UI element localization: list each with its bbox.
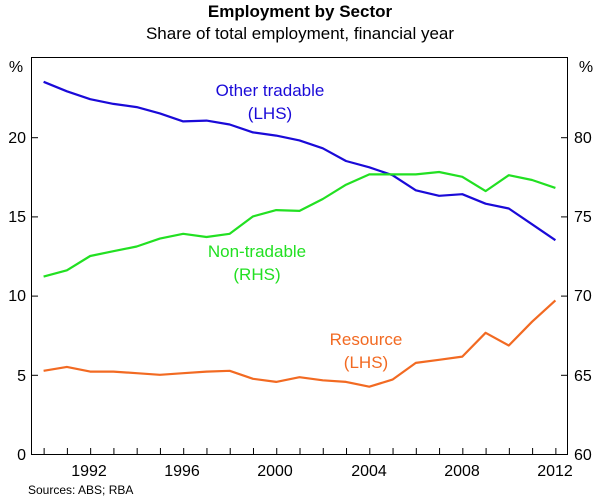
x-tick-label-1996: 1996 xyxy=(164,463,200,480)
chart-source: Sources: ABS; RBA xyxy=(28,483,134,497)
series-label-resource: Resource xyxy=(330,330,403,349)
left-tick-label-10: 10 xyxy=(8,288,26,305)
x-tick-label-2004: 2004 xyxy=(351,463,387,480)
series-line-resource xyxy=(43,299,557,388)
series-line-other-tradable xyxy=(43,80,557,242)
right-tick-label-70: 70 xyxy=(574,288,592,305)
left-tick-label-15: 15 xyxy=(8,209,26,226)
series-line-non-tradable xyxy=(43,170,556,278)
right-tick-label-80: 80 xyxy=(574,130,592,147)
left-axis-unit: % xyxy=(9,59,23,76)
series-axis-label-other-tradable: (LHS) xyxy=(248,104,292,123)
axis-ticks xyxy=(32,137,567,455)
x-tick-label-1992: 1992 xyxy=(71,463,107,480)
right-tick-label-65: 65 xyxy=(574,368,592,385)
x-tick-label-2012: 2012 xyxy=(537,463,573,480)
chart-title: Employment by Sector xyxy=(207,2,393,21)
series-axis-label-non-tradable: (RHS) xyxy=(233,265,280,284)
plot-frame xyxy=(31,57,568,455)
x-tick-label-2008: 2008 xyxy=(444,463,480,480)
series-label-other-tradable: Other tradable xyxy=(216,81,325,100)
left-tick-label-5: 5 xyxy=(17,368,26,385)
series-axis-label-resource: (LHS) xyxy=(344,353,388,372)
right-tick-label-75: 75 xyxy=(574,209,592,226)
right-tick-label-60: 60 xyxy=(574,447,592,464)
series-label-non-tradable: Non-tradable xyxy=(208,242,306,261)
left-tick-label-0: 0 xyxy=(17,447,26,464)
chart-subtitle: Share of total employment, financial yea… xyxy=(145,24,455,43)
left-tick-label-20: 20 xyxy=(8,130,26,147)
right-axis-unit: % xyxy=(579,59,593,76)
x-tick-label-2000: 2000 xyxy=(257,463,293,480)
